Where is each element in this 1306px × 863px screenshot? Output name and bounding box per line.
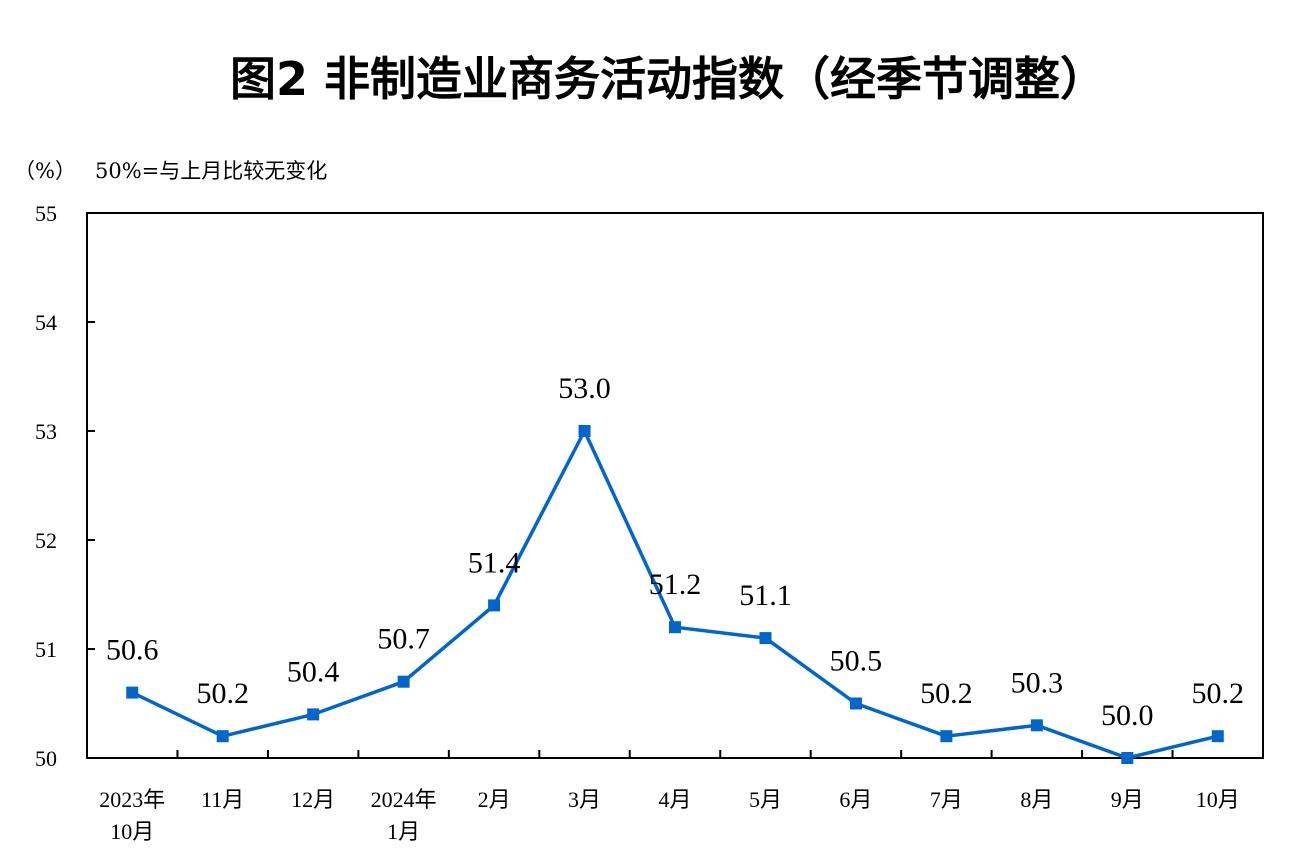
data-label: 50.2 (920, 677, 973, 710)
data-point-marker (1121, 752, 1134, 764)
data-point-marker (126, 686, 139, 699)
x-tick-label: 2023年 (99, 787, 165, 812)
x-tick-label: 10月 (110, 819, 154, 844)
data-label: 50.3 (1011, 666, 1064, 699)
data-label: 53.0 (558, 372, 611, 405)
data-label: 51.1 (739, 579, 792, 612)
x-tick-label: 10月 (1196, 787, 1240, 812)
data-point-marker (307, 708, 320, 721)
x-axis: 2023年 10月 11月 12月 2024年 1月 2月 3月 4月 5月 6月 7月 8月 9月 10月 (99, 750, 1240, 844)
x-tick-label: 9月 (1111, 787, 1144, 812)
y-axis: 50 51 52 53 54 55 (35, 201, 95, 771)
data-label: 50.2 (196, 677, 249, 710)
chart-title: 图2 非制造业商务活动指数（经季节调整） (230, 52, 1106, 106)
x-tick-label: 11月 (201, 787, 244, 812)
y-unit-label: （%） (14, 159, 76, 183)
data-label: 50.2 (1192, 677, 1245, 710)
x-tick-label: 3月 (568, 787, 601, 812)
data-point-marker (397, 675, 410, 688)
plot-area-frame (86, 212, 1264, 759)
data-point-marker (1211, 730, 1224, 743)
data-label: 50.4 (287, 655, 340, 688)
data-point-marker (216, 730, 229, 743)
data-labels: 50.6 50.2 50.4 50.7 51.4 53.0 51.2 51.1 50.5 50.2… (106, 372, 1244, 732)
series-line (126, 425, 1224, 764)
x-tick-label: 5月 (749, 787, 782, 812)
data-label: 50.7 (377, 623, 430, 656)
y-tick-label: 52 (35, 528, 57, 553)
data-label: 51.2 (649, 568, 702, 601)
x-tick-label: 12月 (291, 787, 335, 812)
y-tick-label: 54 (35, 310, 57, 335)
data-point-marker (488, 599, 501, 612)
data-point-marker (669, 621, 681, 634)
x-tick-label: 2024年 (371, 787, 437, 812)
y-tick-label: 53 (35, 419, 57, 444)
data-label: 51.4 (468, 546, 521, 579)
data-point-marker (578, 425, 591, 437)
y-tick-label: 55 (35, 201, 57, 226)
data-point-marker (940, 730, 953, 743)
data-point-marker (759, 632, 772, 645)
data-point-marker (1030, 719, 1043, 732)
data-label: 50.6 (106, 634, 159, 667)
data-label: 50.5 (830, 645, 883, 678)
y-tick-label: 50 (35, 746, 57, 771)
x-tick-label: 1月 (387, 819, 420, 844)
x-tick-label: 8月 (1020, 787, 1053, 812)
data-point-marker (849, 697, 862, 710)
x-tick-label: 6月 (839, 787, 872, 812)
x-tick-label: 2月 (478, 787, 511, 812)
x-tick-label: 4月 (658, 787, 691, 812)
x-tick-label: 7月 (930, 787, 963, 812)
data-label: 50.0 (1101, 699, 1154, 732)
y-tick-label: 51 (35, 637, 57, 662)
baseline-note: 50%=与上月比较无变化 (95, 159, 327, 183)
